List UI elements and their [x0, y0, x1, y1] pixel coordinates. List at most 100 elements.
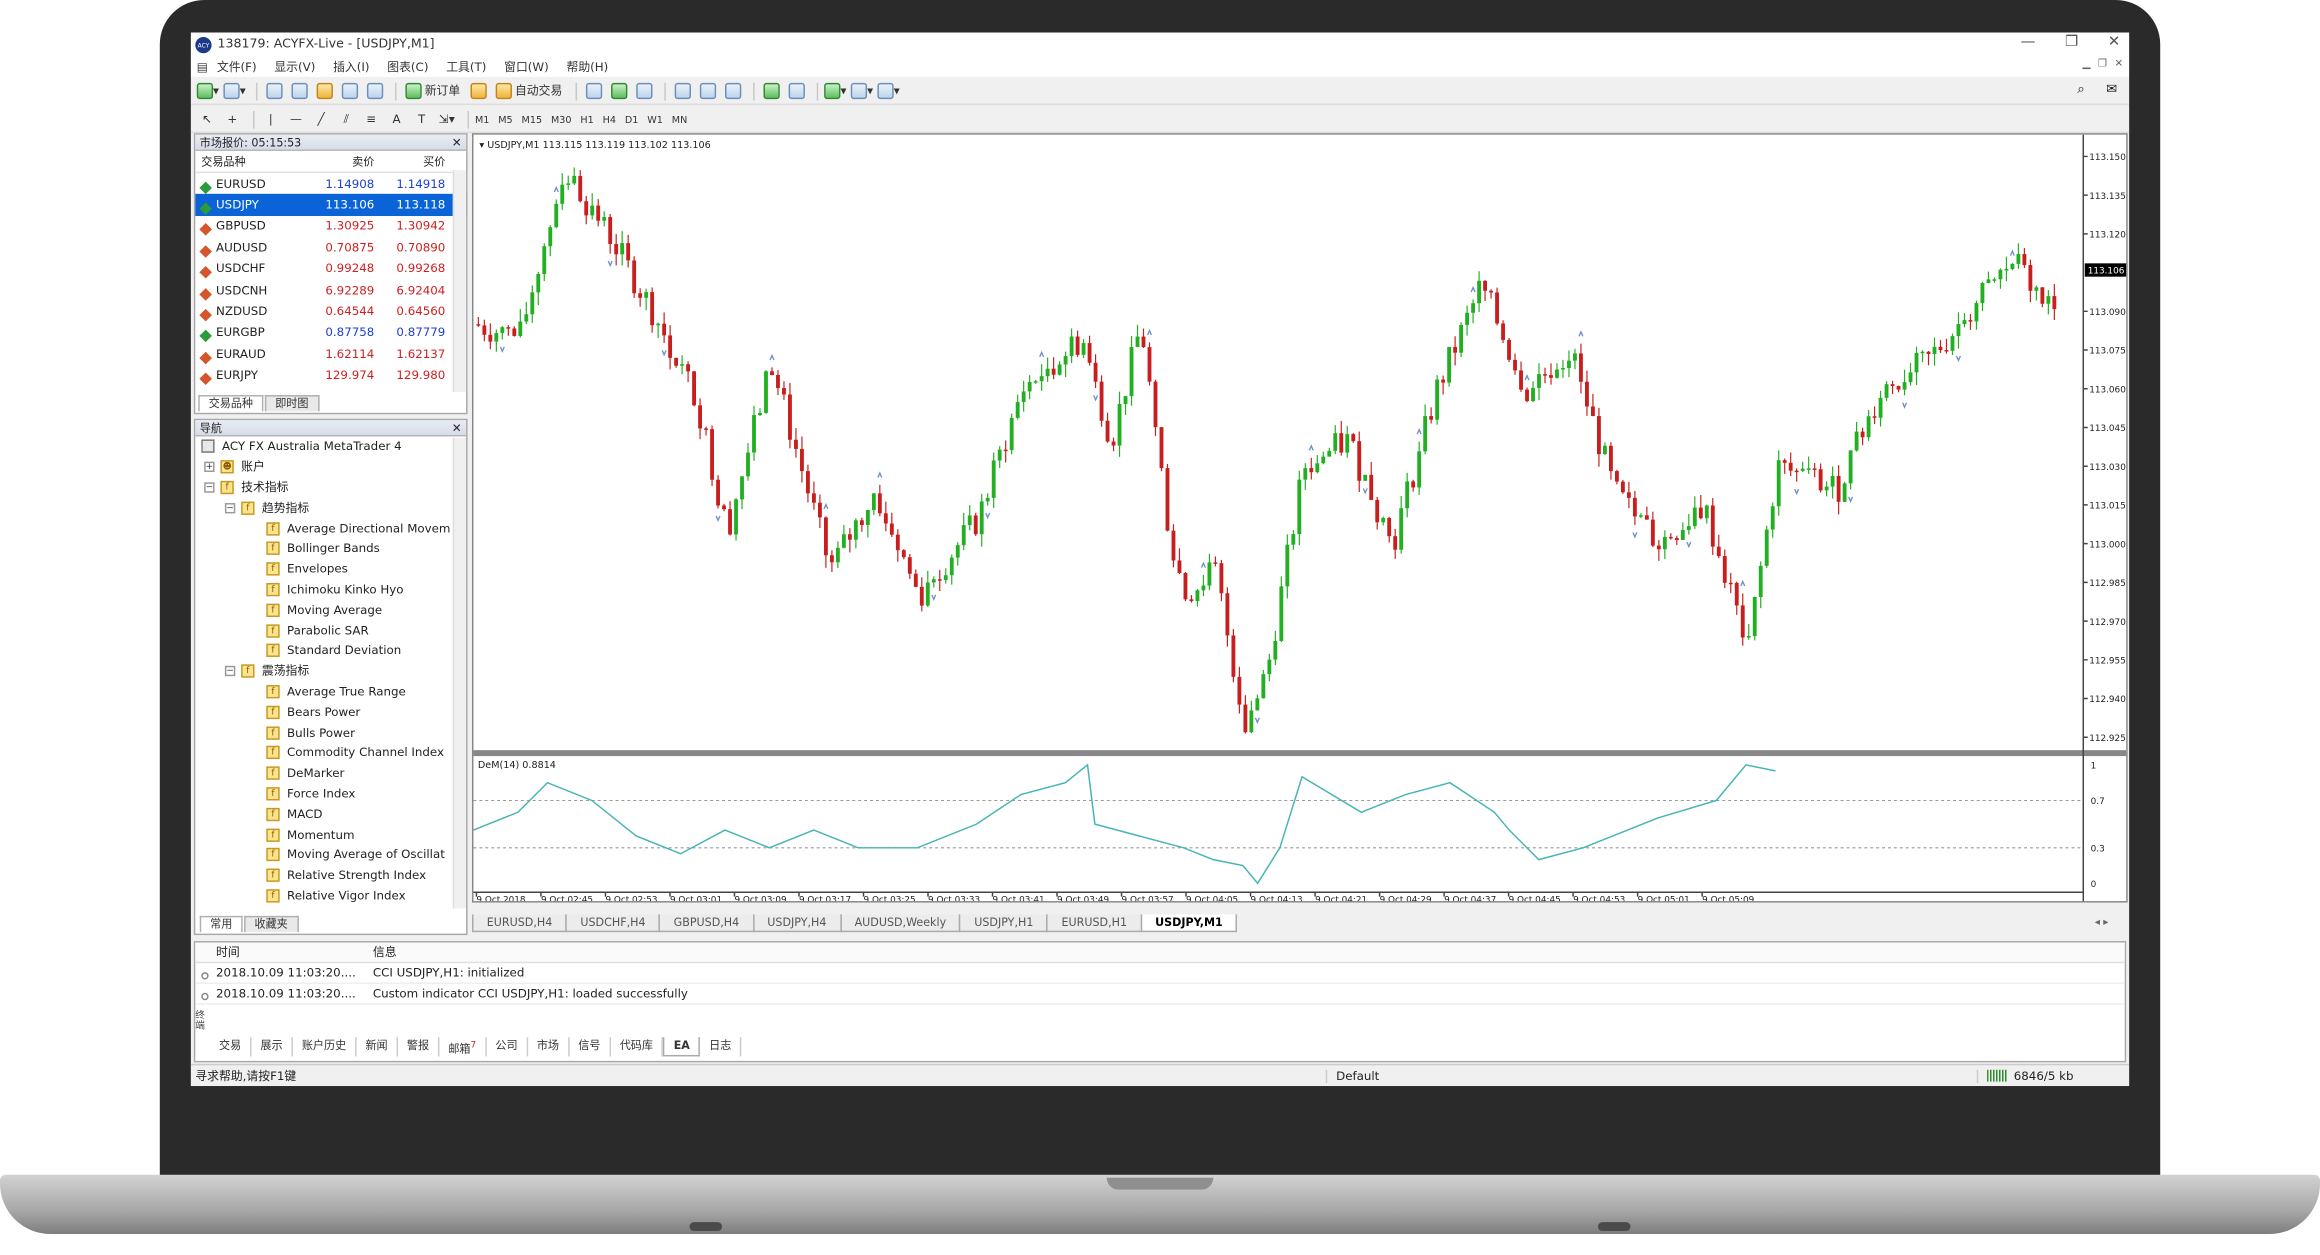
- indicator-item[interactable]: f Bollinger Bands: [201, 539, 466, 559]
- tree-root[interactable]: ACY FX Australia MetaTrader 4: [201, 436, 466, 456]
- menu-view[interactable]: 显示(V): [274, 59, 316, 74]
- periods-button[interactable]: ▾: [850, 81, 873, 102]
- crosshair-button[interactable]: +: [222, 109, 243, 130]
- terminal-tab[interactable]: 公司: [487, 1037, 528, 1057]
- text-button[interactable]: A: [386, 109, 407, 130]
- data-window-button[interactable]: [289, 81, 310, 102]
- indicator-item[interactable]: f DeMarker: [201, 763, 466, 783]
- templates-button[interactable]: ▾: [877, 81, 900, 102]
- tester-button[interactable]: [364, 81, 385, 102]
- mdi-restore-icon[interactable]: ❐: [2097, 57, 2108, 70]
- collapse-icon[interactable]: −: [224, 666, 236, 677]
- indicator-item[interactable]: f Relative Strength Index: [201, 865, 466, 885]
- col-ask[interactable]: 买价: [423, 154, 446, 168]
- col-symbol[interactable]: 交易品种: [201, 154, 246, 168]
- restore-icon[interactable]: ❐: [2064, 34, 2079, 51]
- indicator-item[interactable]: f Commodity Channel Index: [201, 743, 466, 763]
- market-watch-row[interactable]: USDCNH 6.92289 6.92404: [195, 280, 466, 301]
- tile-windows-button[interactable]: [722, 81, 743, 102]
- new-order-button[interactable]: 新订单: [402, 81, 463, 102]
- collapse-icon[interactable]: −: [204, 482, 215, 493]
- chart-tab[interactable]: USDJPY,H4: [752, 914, 842, 933]
- market-watch-row[interactable]: EURAUD 1.62114 1.62137: [195, 343, 466, 365]
- tab-symbols[interactable]: 交易品种: [198, 395, 264, 412]
- tf-w1[interactable]: W1: [647, 113, 663, 126]
- menu-window[interactable]: 窗口(W): [504, 59, 549, 74]
- terminal-tab[interactable]: 代码库: [611, 1037, 664, 1057]
- tf-h1[interactable]: H1: [580, 113, 594, 126]
- zoom-out-button[interactable]: [697, 81, 718, 102]
- tf-mn[interactable]: MN: [671, 113, 688, 126]
- log-row[interactable]: 2018.10.09 11:03:20.... CCI USDJPY,H1: in…: [195, 963, 2125, 984]
- col-time[interactable]: 时间: [216, 945, 240, 959]
- close-icon[interactable]: ✕: [2107, 34, 2121, 51]
- chart-window[interactable]: ▾ USDJPY,M1 113.115 113.119 113.102 113.…: [471, 133, 2128, 903]
- indicator-item[interactable]: f Bears Power: [201, 702, 466, 722]
- log-row[interactable]: 2018.10.09 11:03:20.... Custom indicator …: [195, 984, 2125, 1005]
- indicator-item[interactable]: f Moving Average of Oscillat: [201, 845, 466, 865]
- col-bid[interactable]: 卖价: [352, 154, 375, 168]
- chart-tab[interactable]: USDCHF,H4: [565, 914, 661, 933]
- price-chart[interactable]: ▾ USDJPY,M1 113.115 113.119 113.102 113.…: [473, 134, 2127, 903]
- chart-tab[interactable]: AUDUSD,Weekly: [839, 914, 961, 933]
- terminal-tab[interactable]: 交易: [210, 1037, 252, 1057]
- terminal-tab[interactable]: 日志: [700, 1037, 742, 1057]
- terminal-tab[interactable]: 市场: [528, 1037, 570, 1057]
- chart-doc-icon[interactable]: ▤: [196, 59, 208, 74]
- chart-tab[interactable]: EURUSD,H4: [471, 914, 568, 933]
- market-watch-row[interactable]: USDJPY 113.106 113.118: [195, 194, 467, 216]
- market-watch-button[interactable]: [263, 81, 284, 102]
- vertical-line-button[interactable]: |: [260, 109, 281, 130]
- market-watch-row[interactable]: AUDUSD 0.70875 0.70890: [195, 237, 466, 258]
- mdi-minimize-icon[interactable]: ▁: [2082, 57, 2091, 70]
- indicator-item[interactable]: f Envelopes: [201, 559, 466, 579]
- expand-icon[interactable]: +: [204, 461, 215, 473]
- market-watch-row[interactable]: USDCHF 0.99248 0.99268: [195, 258, 466, 279]
- tf-h4[interactable]: H4: [602, 113, 617, 126]
- chat-icon[interactable]: ✉: [2106, 82, 2118, 98]
- trendline-button[interactable]: ╱: [311, 109, 332, 130]
- indicator-item[interactable]: f Average True Range: [201, 681, 466, 701]
- channel-button[interactable]: ⫽: [336, 109, 357, 130]
- auto-trading-button[interactable]: 自动交易: [493, 81, 566, 102]
- menu-help[interactable]: 帮助(H): [566, 59, 609, 74]
- candlestick-button[interactable]: [608, 81, 629, 102]
- indicator-item[interactable]: f Average Directional Movem: [201, 518, 466, 538]
- indicator-item[interactable]: f Momentum: [201, 824, 466, 844]
- menu-insert[interactable]: 插入(I): [333, 59, 370, 74]
- chart-tab[interactable]: USDJPY,H1: [959, 914, 1049, 933]
- tabs-scroll-icon[interactable]: ◂ ▸: [2094, 915, 2109, 928]
- metaeditor-button[interactable]: [468, 81, 489, 102]
- tf-m15[interactable]: M15: [521, 113, 543, 126]
- market-watch-row[interactable]: GBPUSD 1.30925 1.30942: [195, 216, 466, 237]
- tab-tick-chart[interactable]: 即时图: [264, 395, 319, 412]
- collapse-icon[interactable]: −: [224, 502, 236, 514]
- terminal-tab[interactable]: 信号: [569, 1037, 611, 1057]
- indicator-item[interactable]: f Bulls Power: [201, 722, 466, 742]
- indicator-item[interactable]: f MACD: [201, 804, 466, 824]
- col-message[interactable]: 信息: [372, 945, 397, 959]
- tf-d1[interactable]: D1: [624, 113, 639, 126]
- search-icon[interactable]: ⌕: [2077, 82, 2085, 98]
- menu-charts[interactable]: 图表(C): [387, 59, 429, 74]
- terminal-tab[interactable]: EA: [663, 1037, 701, 1057]
- profiles-button[interactable]: ▾: [223, 81, 246, 102]
- navigator-button[interactable]: [314, 81, 335, 102]
- terminal-tab[interactable]: 账户历史: [293, 1037, 357, 1057]
- chart-tab[interactable]: GBPUSD,H4: [658, 914, 754, 933]
- tf-m1[interactable]: M1: [474, 113, 490, 126]
- cursor-button[interactable]: ↖: [197, 109, 218, 130]
- tree-trend[interactable]: − f 趋势指标: [201, 498, 466, 518]
- tab-common[interactable]: 常用: [199, 915, 243, 933]
- indicator-item[interactable]: f Ichimoku Kinko Hyo: [201, 579, 466, 599]
- terminal-tab[interactable]: 警报: [398, 1037, 440, 1057]
- horizontal-line-button[interactable]: —: [286, 109, 307, 130]
- indicator-item[interactable]: f Force Index: [201, 784, 466, 804]
- terminal-tab[interactable]: 邮箱7: [439, 1037, 487, 1057]
- scrollbar[interactable]: [452, 170, 467, 393]
- autoscroll-button[interactable]: [761, 81, 782, 102]
- scrollbar[interactable]: [452, 437, 467, 909]
- line-chart-button[interactable]: [633, 81, 654, 102]
- bar-chart-button[interactable]: [583, 81, 604, 102]
- chart-tab[interactable]: EURUSD,H1: [1046, 914, 1142, 933]
